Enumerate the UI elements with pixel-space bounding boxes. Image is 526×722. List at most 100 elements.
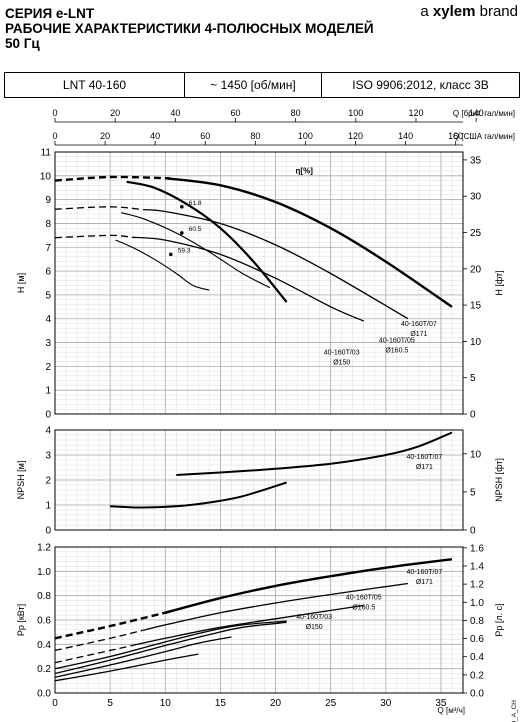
top-axis-2-tick-label: 160 [448, 131, 463, 141]
y-tick-label: 1 [45, 501, 51, 512]
curve-label-diameter: Ø171 [416, 464, 433, 471]
y-right-tick-label: 15 [470, 301, 482, 312]
y-tick-label: 10 [40, 171, 52, 182]
speed-cell: ~ 1450 [об/мин] [185, 73, 322, 97]
top-axis-2-tick-label: 0 [52, 131, 57, 141]
top-axis-2-tick-label: 140 [398, 131, 413, 141]
top-axis-2-tick-label: 120 [348, 131, 363, 141]
y-tick-label: 1 [45, 386, 51, 397]
y-right-axis-label: H [фт] [494, 270, 504, 295]
y-right-tick-label: 1.4 [470, 561, 484, 572]
curve-label-diameter: Ø150 [333, 359, 350, 366]
y-tick-label: 2 [45, 476, 51, 487]
x-tick-label: 25 [325, 698, 337, 709]
brand-name: xylem [432, 3, 476, 20]
y-tick-label: 0.4 [37, 640, 51, 651]
series-title: СЕРИЯ e-LNT [5, 6, 95, 21]
eta-label: η[%] [296, 166, 314, 175]
y-right-tick-label: 0.8 [470, 616, 484, 627]
series-line [132, 236, 365, 322]
series-line [164, 558, 453, 614]
efficiency-label: 60.5 [189, 226, 202, 233]
y-right-tick-label: 1.6 [470, 543, 484, 554]
x-tick-label: 10 [160, 698, 172, 709]
y-right-tick-label: 1.2 [470, 580, 484, 591]
page-title: РАБОЧИЕ ХАРАКТЕРИСТИКИ 4-ПОЛЮСНЫХ МОДЕЛЕ… [5, 21, 374, 36]
x-tick-label: 20 [270, 698, 282, 709]
top-axis-1-tick-label: 100 [348, 108, 363, 118]
top-axis-2-tick-label: 20 [100, 131, 110, 141]
top-axis-1-tick-label: 0 [52, 108, 57, 118]
x-tick-label: 15 [215, 698, 227, 709]
top-axis-2-label: Q [США гал/мин] [453, 132, 515, 141]
top-axis-1-label: Q [брит. гал/мин] [453, 109, 515, 118]
y-tick-label: 0 [45, 526, 51, 537]
y-right-tick-label: 0.2 [470, 670, 484, 681]
efficiency-label: 59.3 [178, 247, 191, 254]
series-line-dashed [54, 629, 144, 652]
efficiency-curve [121, 212, 271, 289]
series-line [143, 582, 408, 631]
top-axis-1-tick-label: 140 [469, 108, 484, 118]
y-right-tick-label: 5 [470, 487, 476, 498]
x-tick-label: 30 [380, 698, 392, 709]
series-line [176, 431, 453, 476]
series-line [110, 481, 287, 509]
top-axis-1-tick-label: 60 [230, 108, 240, 118]
model-cell: LNT 40-160 [5, 73, 185, 97]
curve-label: 40-160T/07 [406, 454, 442, 461]
y-tick-label: 0.6 [37, 616, 51, 627]
top-axis-2-tick-label: 100 [298, 131, 313, 141]
y-tick-label: 0 [45, 410, 51, 421]
y-axis-label: NPSH [м] [16, 461, 26, 500]
plot-frame [54, 151, 464, 415]
doc-code: 0_4P50_A_CH [511, 700, 518, 722]
y-tick-label: 0.8 [37, 591, 51, 602]
top-axis-1-tick-label: 20 [110, 108, 120, 118]
brand-prefix: a [420, 3, 433, 20]
x-tick-label: 5 [107, 698, 113, 709]
x-tick-label: 0 [52, 698, 58, 709]
x-axis-label: Q [м³/ч] [438, 706, 465, 715]
x-tick-label: 35 [435, 698, 447, 709]
top-axis-1-tick-label: 120 [408, 108, 423, 118]
series-line [54, 636, 232, 678]
curve-label-diameter: Ø171 [410, 331, 427, 338]
curve-label-diameter: Ø171 [416, 579, 433, 586]
y-right-tick-label: 0.6 [470, 634, 484, 645]
brand-logo: a xylem brand [420, 3, 518, 20]
y-right-tick-label: 10 [470, 337, 482, 348]
series-line [54, 621, 287, 675]
standard-cell: ISO 9906:2012, класс 3B [352, 78, 489, 92]
efficiency-point [168, 252, 173, 257]
y-tick-label: 0.2 [37, 664, 51, 675]
curve-label: 40-160T/07 [401, 321, 437, 328]
efficiency-curve [126, 180, 288, 303]
y-tick-label: 11 [41, 148, 52, 159]
series-line [143, 208, 409, 320]
y-tick-label: 3 [45, 451, 51, 462]
y-tick-label: 3 [45, 338, 51, 349]
curve-label-diameter: Ø160.5 [352, 604, 375, 611]
series-line-dashed [54, 644, 133, 664]
top-axis-2-tick-label: 40 [150, 131, 160, 141]
series-line [132, 604, 364, 647]
y-tick-label: 0.0 [37, 689, 51, 700]
y-tick-label: 4 [45, 314, 51, 325]
top-axis-1-tick-label: 40 [170, 108, 180, 118]
y-right-axis-label: Pp [л. с] [494, 603, 504, 636]
y-axis-label: Pp [кВт] [16, 604, 26, 636]
y-tick-label: 5 [45, 290, 51, 301]
frequency-title: 50 Гц [5, 36, 40, 51]
y-right-tick-label: 20 [470, 264, 482, 275]
y-tick-label: 7 [45, 243, 51, 254]
y-tick-label: 1.2 [37, 543, 51, 554]
top-axis-1-tick-label: 80 [291, 108, 301, 118]
info-bar: LNT 40-160 ~ 1450 [об/мин] ISO 9906:2012… [4, 72, 520, 98]
plot-frame [54, 429, 464, 531]
y-tick-label: 2 [45, 362, 51, 373]
efficiency-label: 61.8 [189, 200, 202, 207]
y-right-tick-label: 35 [470, 155, 482, 166]
y-tick-label: 4 [45, 426, 51, 437]
curve-label-diameter: Ø150 [306, 624, 323, 631]
